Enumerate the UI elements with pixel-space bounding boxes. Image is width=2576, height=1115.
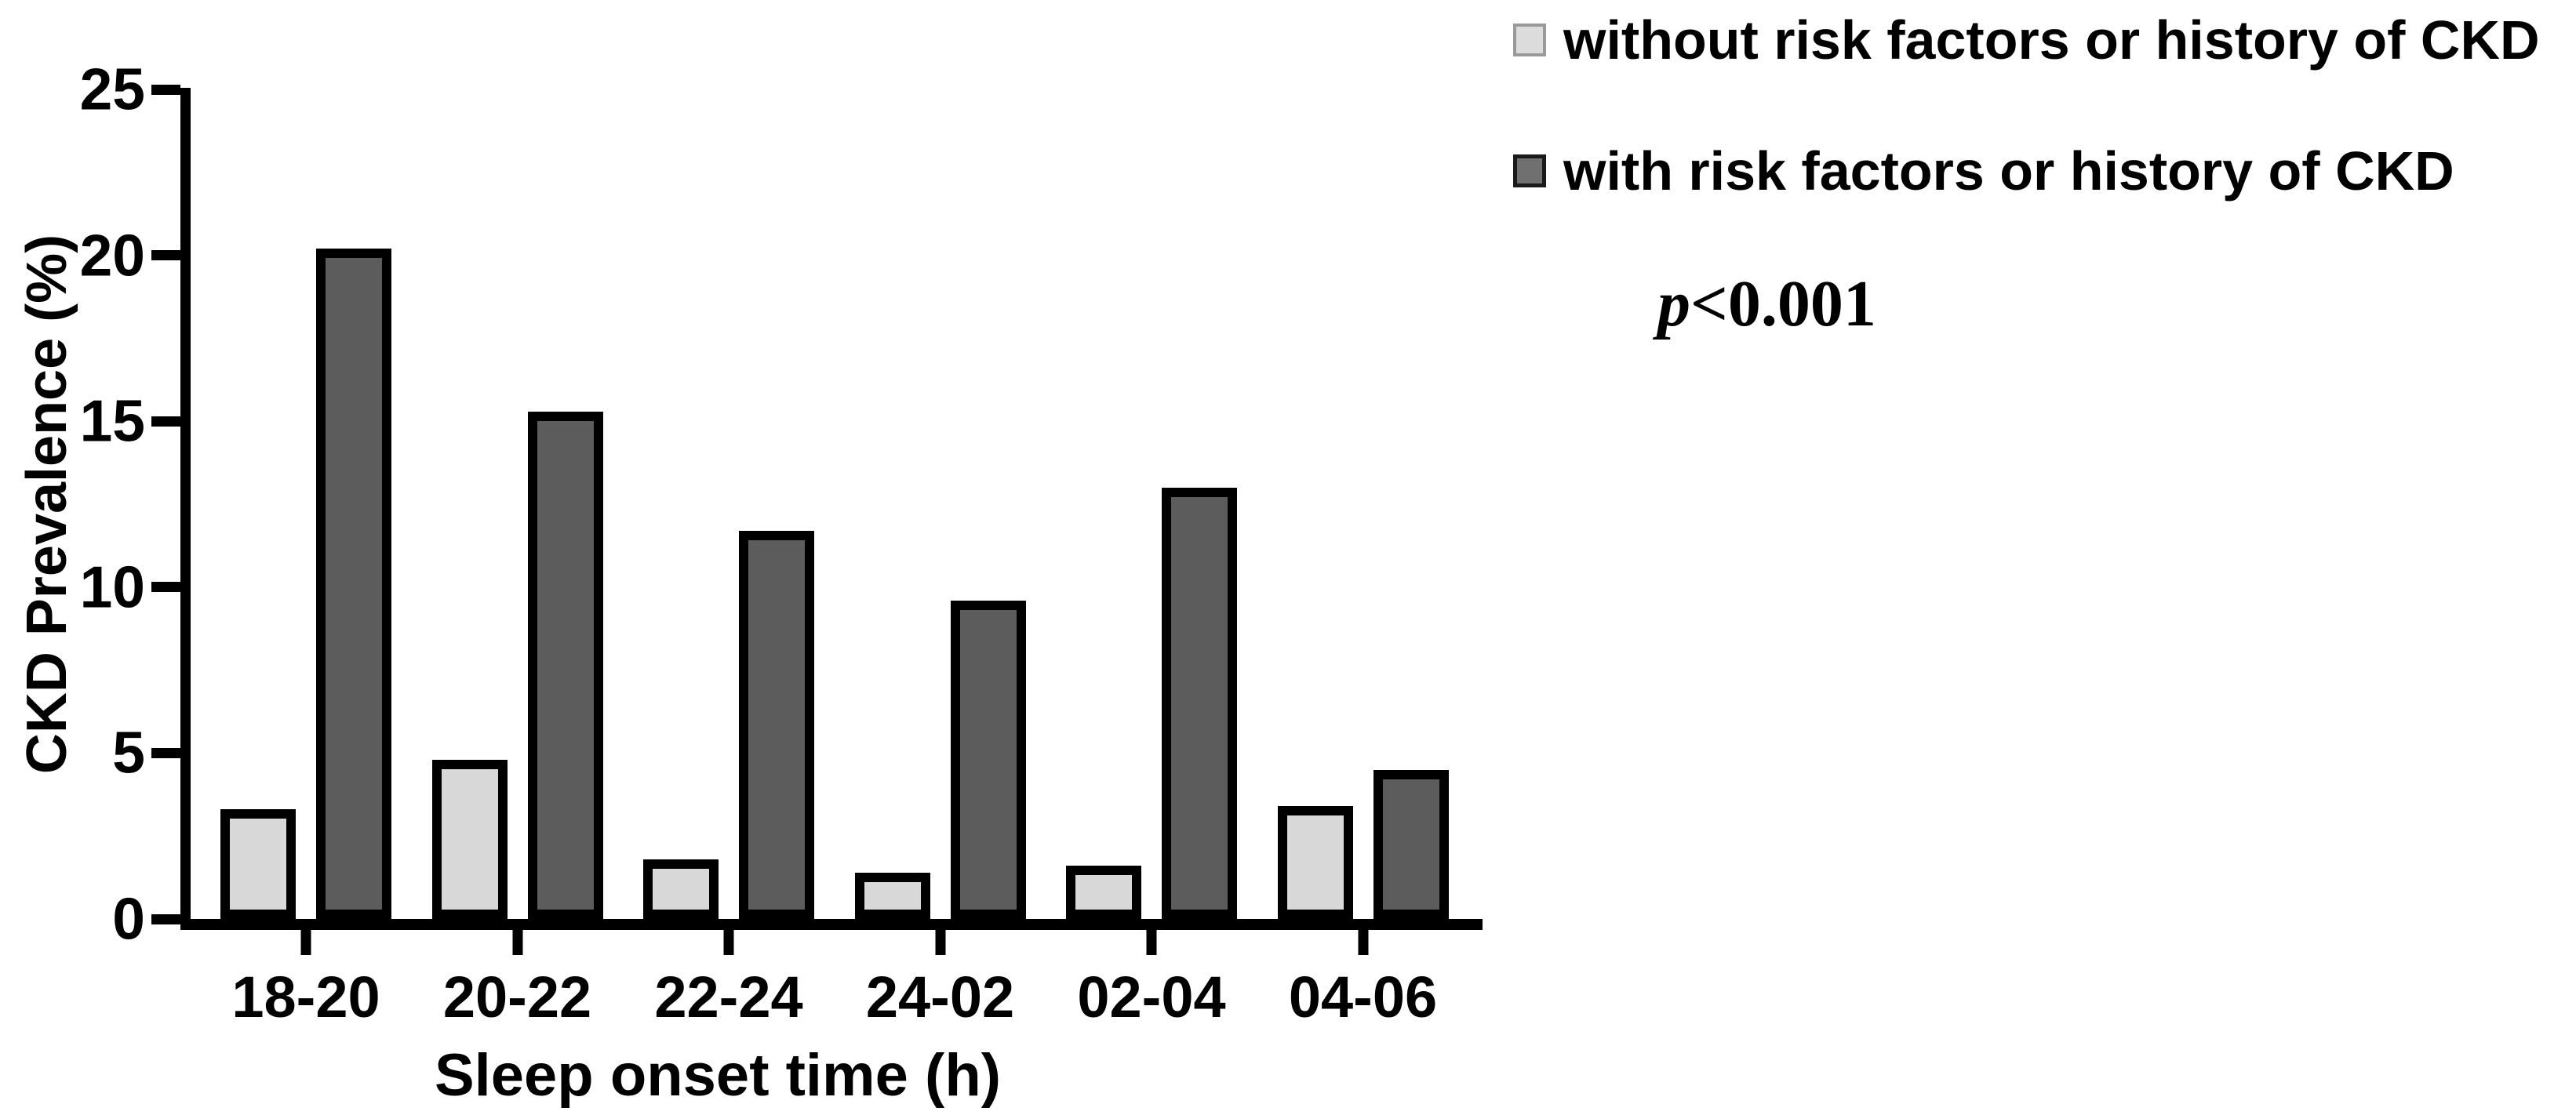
x-axis-line [180,919,1483,930]
x-tick-label-02-04: 02-04 [1077,964,1226,1030]
y-axis-title: CKD Prevalence (%) [16,234,78,775]
legend-item-with: with risk factors or history of CKD [1513,143,2454,198]
p-value-text: <0.001 [1690,267,1876,340]
legend-label-without: without risk factors or history of CKD [1563,9,2540,71]
bar-24-02-without [854,872,930,919]
bar-22-24-without [643,859,719,919]
legend-label-with: with risk factors or history of CKD [1563,140,2454,202]
y-tick-10 [151,582,180,593]
y-tick-15 [151,416,180,427]
p-value-annotation: p<0.001 [1657,271,1876,337]
bar-24-02-with [950,600,1026,919]
bar-22-24-with [739,530,814,919]
x-tick-24-02 [935,930,945,955]
legend-swatch-without [1513,24,1546,56]
x-tick-label-04-06: 04-06 [1288,964,1438,1030]
bar-04-06-with [1373,769,1449,919]
y-tick-label-10: 10 [79,554,145,620]
bar-18-20-without [220,809,296,919]
legend-swatch-with [1513,154,1546,187]
y-tick-5 [151,747,180,758]
p-value-symbol: p [1657,267,1690,340]
y-tick-label-25: 25 [79,56,145,122]
legend-item-without: without risk factors or history of CKD [1513,13,2540,67]
x-tick-22-24 [723,930,734,955]
x-tick-label-20-22: 20-22 [442,964,592,1030]
x-tick-04-06 [1358,930,1368,955]
x-tick-label-22-24: 22-24 [654,964,803,1030]
bar-04-06-without [1277,806,1353,919]
bar-20-22-with [527,411,603,919]
y-tick-25 [151,84,180,95]
bar-02-04-without [1066,866,1141,919]
bar-chart-plot: 0 5 10 15 20 25 18-20 20-22 22-24 24-02 02-04 04-0… [16,60,1483,1106]
bar-18-20-with [316,249,391,919]
x-tick-20-22 [512,930,522,955]
y-axis-line [180,88,191,929]
x-axis-title: Sleep onset time (h) [434,1042,1002,1109]
y-tick-label-20: 20 [79,222,145,289]
x-tick-18-20 [300,930,311,955]
y-tick-label-5: 5 [112,719,145,786]
y-tick-0 [151,913,180,924]
bar-02-04-with [1162,487,1237,919]
x-tick-label-24-02: 24-02 [865,964,1015,1030]
x-tick-02-04 [1146,930,1157,955]
x-tick-label-18-20: 18-20 [231,964,380,1030]
y-tick-20 [151,250,180,261]
y-tick-label-15: 15 [79,387,145,454]
y-tick-label-0: 0 [112,885,145,952]
bar-20-22-without [431,759,508,919]
